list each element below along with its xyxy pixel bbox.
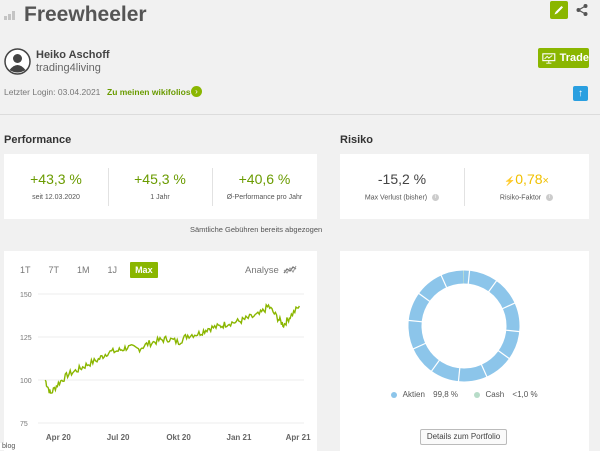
analyse-button[interactable]: Analyse xyxy=(245,265,297,276)
page-title: Freewheeler xyxy=(24,3,147,26)
stat-value: -15,2 % xyxy=(377,171,427,187)
trader-name[interactable]: Heiko Aschoff xyxy=(36,49,110,61)
stat-avg-per-year: +40,6 % Ø-Performance pro Jahr xyxy=(212,154,317,219)
donut-separator xyxy=(488,280,498,293)
my-wikifolios-link[interactable]: Zu meinen wikifolios xyxy=(107,87,191,97)
portfolio-details-button[interactable]: Details zum Portfolio xyxy=(420,429,507,445)
timeframe-tabs: 1T 7T 1M 1J Max xyxy=(15,262,166,278)
tab-1j[interactable]: 1J xyxy=(107,265,118,275)
donut-separator xyxy=(457,367,461,382)
divider xyxy=(212,168,213,206)
avatar[interactable] xyxy=(4,48,31,75)
portfolio-legend: Aktien 99,8 % Cash <1,0 % xyxy=(340,390,589,399)
edit-button[interactable] xyxy=(550,1,568,19)
performance-heading: Performance xyxy=(4,134,72,146)
rank-bars-icon xyxy=(4,11,18,20)
chevron-right-icon[interactable]: › xyxy=(191,86,202,97)
portfolio-card: Aktien 99,8 % Cash <1,0 % Details zum Po… xyxy=(340,251,589,451)
donut-separator xyxy=(408,319,423,323)
arrow-up-icon: ↑ xyxy=(578,88,583,99)
stat-max-loss: -15,2 % Max Verlust (bisher) i xyxy=(340,154,464,219)
fees-note: Sämtliche Gebühren bereits abgezogen xyxy=(190,225,323,234)
cash-dot xyxy=(474,391,481,398)
y-tick-label: 125 xyxy=(20,335,32,342)
legend-cash-label: Cash xyxy=(485,390,505,399)
divider xyxy=(464,168,465,206)
performance-series-line xyxy=(44,303,301,394)
donut-slice-aktien[interactable] xyxy=(408,270,520,382)
chart-analysis-icon xyxy=(283,266,297,275)
performance-chart-card: 1T 7T 1M 1J Max Analyse 150 125 100 75 Apr 2… xyxy=(4,251,317,451)
donut-separator xyxy=(412,342,426,350)
trade-label: Trade xyxy=(559,52,589,64)
stat-one-year: +45,3 % 1 Jahr xyxy=(108,154,212,219)
x-tick-label: Apr 20 xyxy=(46,433,71,442)
stat-label-row: Risiko-Faktor i xyxy=(464,194,589,201)
last-login: Letzter Login: 03.04.2021 xyxy=(4,87,101,97)
tab-max[interactable]: Max xyxy=(130,262,158,278)
divider xyxy=(108,168,109,206)
stat-label-row: Max Verlust (bisher) i xyxy=(340,194,464,201)
y-tick-label: 100 xyxy=(20,378,32,385)
y-tick-label: 150 xyxy=(20,292,32,299)
performance-card: +43,3 % seit 12.03.2020 +45,3 % 1 Jahr +… xyxy=(4,154,317,219)
legend-cash-value: <1,0 % xyxy=(512,390,538,399)
pencil-icon xyxy=(554,6,563,15)
donut-separator xyxy=(480,364,488,378)
x-tick-label: Jan 21 xyxy=(227,433,252,442)
tab-1t[interactable]: 1T xyxy=(20,265,31,275)
stat-label: seit 12.03.2020 xyxy=(32,194,80,201)
analyse-label: Analyse xyxy=(245,265,279,276)
info-icon[interactable]: i xyxy=(432,194,440,201)
trader-handle: trading4living xyxy=(36,62,101,74)
risk-heading: Risiko xyxy=(340,134,374,146)
multiplier-sign: × xyxy=(542,175,549,187)
info-icon[interactable]: i xyxy=(546,194,554,201)
divider xyxy=(0,114,600,115)
donut-separator xyxy=(430,359,440,372)
aktien-dot xyxy=(391,391,398,398)
x-tick-label: Apr 21 xyxy=(286,433,311,442)
donut-separator xyxy=(502,302,516,310)
donut-separator xyxy=(440,274,448,288)
stat-value: +45,3 % xyxy=(134,171,186,187)
legend-aktien-label: Aktien xyxy=(402,390,425,399)
stat-label: Ø-Performance pro Jahr xyxy=(226,194,303,201)
tab-1m[interactable]: 1M xyxy=(77,265,90,275)
stat-value: 0,78 xyxy=(515,171,543,187)
stat-value: +40,6 % xyxy=(238,171,291,187)
stat-since-start: +43,3 % seit 12.03.2020 xyxy=(4,154,108,219)
legend-aktien-value: 99,8 % xyxy=(433,390,459,399)
stat-label: 1 Jahr xyxy=(150,194,170,201)
risk-card: -15,2 % Max Verlust (bisher) i ⚡0,78× Ri… xyxy=(340,154,589,219)
risk-factor-value-row: ⚡0,78× xyxy=(464,171,589,187)
x-tick-label: Jul 20 xyxy=(107,433,130,442)
tab-7t[interactable]: 7T xyxy=(48,265,60,275)
donut-separator xyxy=(497,350,510,360)
stat-value: +43,3 % xyxy=(30,171,82,187)
stat-label: Max Verlust (bisher) xyxy=(364,194,428,202)
presentation-icon xyxy=(542,52,556,64)
donut-separator xyxy=(505,329,520,333)
performance-line-chart[interactable]: 150 125 100 75 Apr 20 Jul 20 Okt 20 Jan 21 Apr 2… xyxy=(4,251,317,451)
share-icon[interactable] xyxy=(575,3,589,17)
y-tick-label: 75 xyxy=(20,421,28,428)
portfolio-donut-chart[interactable] xyxy=(340,256,589,396)
donut-separator xyxy=(418,292,431,302)
bolt-icon: ⚡ xyxy=(504,176,516,186)
stat-risk-factor: ⚡0,78× Risiko-Faktor i xyxy=(464,154,589,219)
x-tick-label: Okt 20 xyxy=(166,433,191,442)
scroll-up-button[interactable]: ↑ xyxy=(573,86,588,101)
trade-button[interactable]: Trade xyxy=(538,48,589,68)
stat-label: Risiko-Faktor xyxy=(499,194,542,202)
donut-separator xyxy=(467,270,471,285)
blog-tag[interactable]: blog xyxy=(0,443,18,450)
